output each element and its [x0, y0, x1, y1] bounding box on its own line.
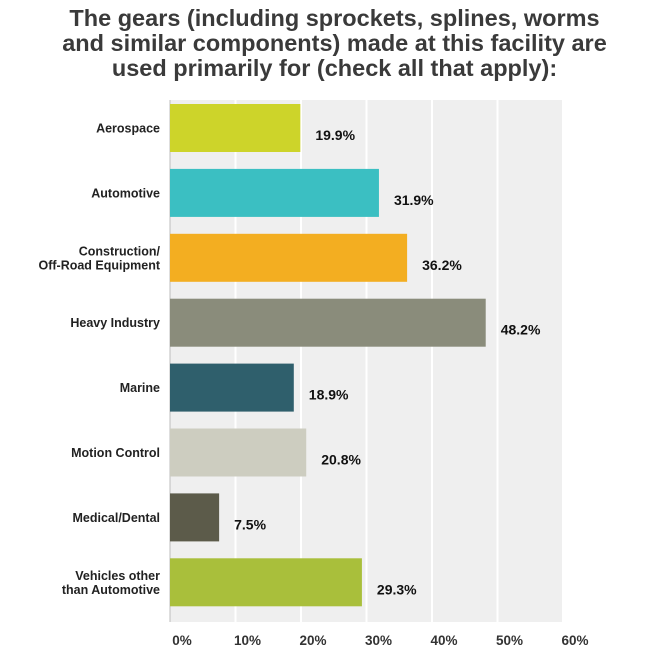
value-label-6: 7.5%	[234, 516, 266, 532]
category-label-5: Motion Control	[71, 446, 160, 460]
bar-0	[170, 104, 301, 152]
category-label-7-line-1: than Automotive	[62, 583, 160, 597]
bar-1	[170, 168, 379, 217]
bar-2	[170, 233, 408, 282]
x-tick-label-10: 10%	[234, 633, 261, 648]
value-label-4: 18.9%	[309, 387, 349, 403]
value-label-2: 36.2%	[422, 257, 462, 273]
bar-3	[170, 298, 486, 347]
category-label-4: Marine	[120, 381, 160, 395]
x-tick-label-0: 0%	[172, 633, 192, 648]
x-tick-label-40: 40%	[430, 633, 457, 648]
value-label-1: 31.9%	[394, 192, 434, 208]
chart-title-line-3: used primarily for (check all that apply…	[111, 55, 558, 81]
bar-6	[170, 493, 220, 542]
chart-title-line-1: The gears (including sprockets, splines,…	[69, 5, 600, 31]
bar-7	[170, 558, 362, 607]
x-tick-label-30: 30%	[365, 633, 392, 648]
category-label-2-line-1: Off-Road Equipment	[38, 258, 160, 272]
category-label-2-line-0: Construction/	[79, 244, 161, 258]
bar-5	[170, 428, 307, 477]
value-label-0: 19.9%	[315, 127, 355, 143]
value-label-7: 29.3%	[377, 581, 417, 597]
category-label-6: Medical/Dental	[72, 511, 160, 525]
chart-title: The gears (including sprockets, splines,…	[0, 6, 669, 81]
x-tick-label-50: 50%	[496, 633, 523, 648]
category-label-3: Heavy Industry	[70, 316, 160, 330]
bar-4	[170, 363, 294, 412]
category-label-7-line-0: Vehicles other	[75, 569, 160, 583]
chart-title-line-2: and similar components) made at this fac…	[62, 30, 607, 56]
category-label-0: Aerospace	[96, 122, 160, 136]
value-label-3: 48.2%	[501, 322, 541, 338]
value-label-5: 20.8%	[321, 452, 361, 468]
x-tick-label-20: 20%	[299, 633, 326, 648]
x-tick-label-60: 60%	[561, 633, 588, 648]
category-label-1: Automotive	[91, 186, 160, 200]
